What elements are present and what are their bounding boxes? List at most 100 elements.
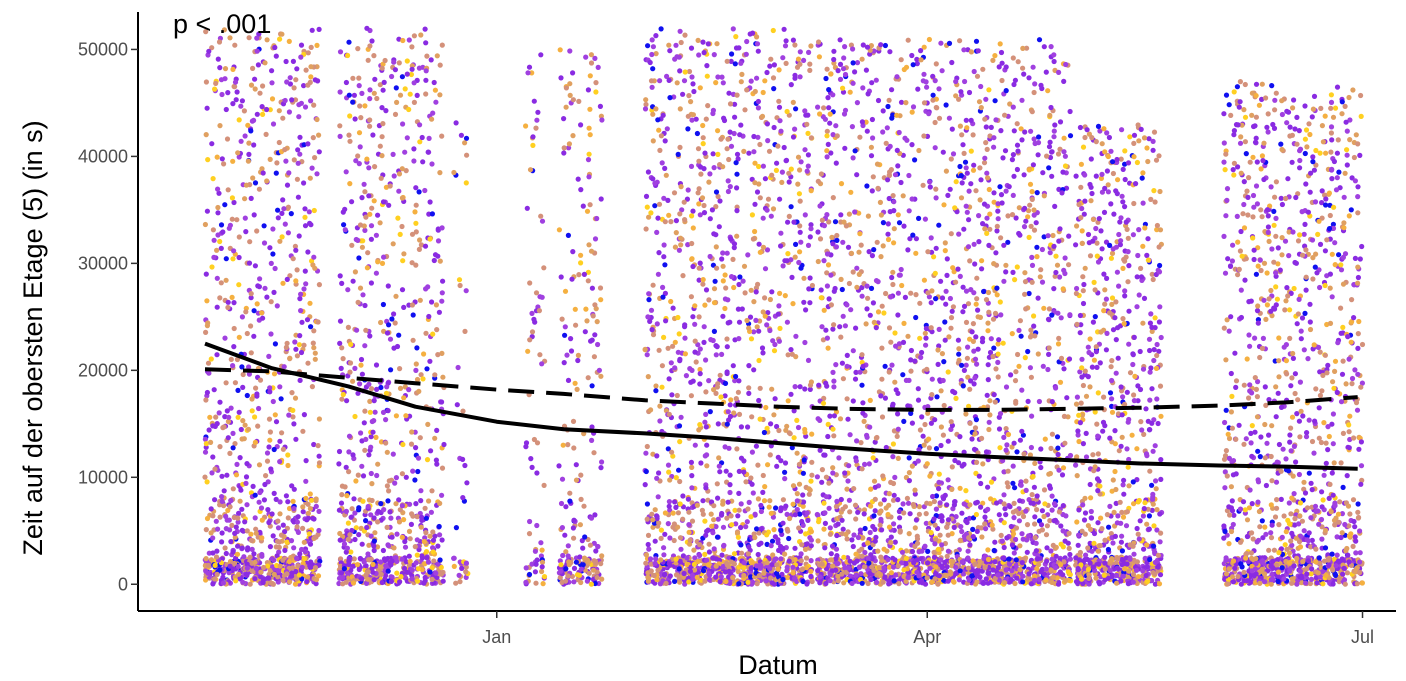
- data-point: [270, 226, 276, 232]
- data-point: [341, 222, 347, 228]
- data-point: [238, 487, 244, 493]
- data-point: [370, 132, 376, 138]
- data-point: [763, 404, 769, 411]
- data-point: [572, 306, 578, 312]
- data-point: [433, 457, 439, 463]
- data-point: [714, 265, 720, 271]
- data-point: [808, 188, 814, 194]
- data-point: [402, 544, 409, 550]
- data-point: [276, 544, 282, 551]
- data-point: [310, 340, 316, 346]
- data-point: [724, 421, 730, 427]
- data-point: [362, 408, 368, 414]
- data-point: [464, 480, 470, 486]
- data-point: [891, 240, 897, 246]
- data-point: [297, 296, 303, 302]
- data-point: [399, 223, 405, 230]
- data-point: [801, 457, 807, 463]
- data-point: [208, 356, 214, 362]
- data-point: [868, 153, 875, 159]
- data-point: [228, 405, 234, 411]
- data-point: [380, 301, 386, 308]
- data-point: [422, 26, 428, 32]
- data-point: [588, 52, 595, 58]
- data-point: [375, 259, 381, 265]
- data-point: [873, 77, 879, 83]
- data-point: [360, 238, 366, 244]
- data-point: [835, 68, 841, 74]
- data-point: [235, 150, 241, 156]
- data-point: [669, 392, 675, 398]
- data-point: [274, 303, 280, 309]
- data-point: [808, 573, 814, 580]
- data-point: [591, 558, 597, 564]
- data-point: [308, 98, 314, 104]
- data-point: [672, 365, 678, 371]
- data-point: [751, 299, 757, 305]
- data-point: [822, 116, 829, 122]
- data-point: [645, 532, 652, 539]
- data-point: [563, 85, 570, 91]
- data-point: [736, 336, 742, 342]
- data-point: [705, 562, 712, 568]
- data-point: [854, 100, 861, 106]
- data-point: [309, 258, 315, 264]
- data-point: [1004, 442, 1010, 448]
- data-point: [730, 363, 736, 369]
- data-point: [981, 160, 988, 166]
- data-point: [681, 570, 687, 577]
- data-point: [312, 350, 318, 356]
- data-point: [230, 363, 236, 369]
- data-point: [435, 543, 441, 549]
- data-point: [280, 280, 286, 286]
- data-point: [249, 396, 255, 402]
- data-point: [559, 525, 566, 531]
- data-point: [949, 308, 955, 314]
- data-point: [283, 58, 289, 65]
- data-point: [713, 189, 720, 195]
- data-point: [360, 473, 367, 479]
- data-point: [539, 559, 546, 565]
- data-point: [223, 380, 229, 386]
- data-point: [217, 123, 223, 129]
- data-point: [790, 37, 797, 43]
- data-point: [656, 470, 662, 476]
- data-point: [782, 469, 788, 475]
- data-point: [308, 324, 314, 330]
- data-point: [233, 555, 239, 561]
- data-point: [233, 472, 240, 478]
- data-point: [1002, 112, 1008, 118]
- data-point: [214, 304, 220, 310]
- data-point: [668, 219, 674, 225]
- data-point: [671, 521, 678, 527]
- data-point: [797, 61, 803, 67]
- data-point: [435, 561, 441, 567]
- data-point: [682, 32, 688, 38]
- data-point: [711, 52, 717, 58]
- data-point: [892, 474, 898, 480]
- data-point: [275, 215, 281, 221]
- data-point: [752, 534, 758, 541]
- data-point: [413, 445, 419, 451]
- data-point: [346, 132, 352, 138]
- data-point: [338, 563, 344, 569]
- data-point: [879, 303, 885, 309]
- data-point: [1017, 437, 1024, 443]
- data-point: [245, 426, 252, 432]
- data-point: [650, 44, 657, 50]
- data-point: [291, 85, 297, 91]
- data-point: [678, 414, 684, 420]
- data-point: [203, 444, 209, 450]
- data-point: [796, 191, 803, 197]
- data-point: [303, 67, 309, 73]
- data-point: [677, 144, 683, 150]
- data-point: [303, 458, 309, 464]
- data-point: [724, 562, 731, 568]
- data-point: [355, 390, 361, 396]
- data-point: [416, 189, 422, 195]
- data-point: [538, 52, 544, 58]
- data-point: [270, 398, 276, 405]
- data-point: [815, 538, 821, 544]
- data-point: [826, 296, 832, 302]
- data-point: [429, 116, 435, 122]
